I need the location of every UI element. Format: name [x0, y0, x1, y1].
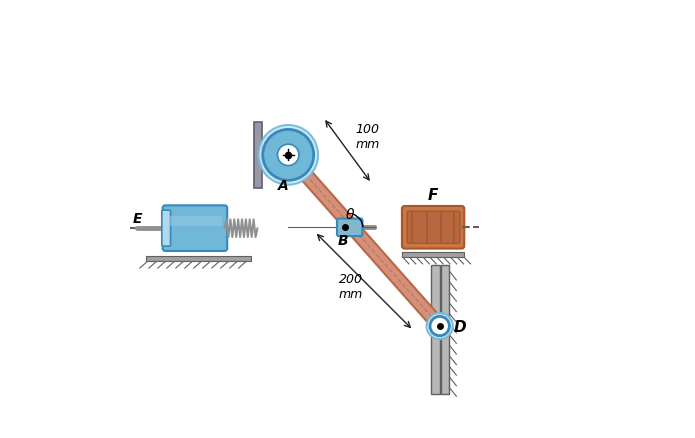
Text: D: D: [454, 319, 466, 334]
Text: E: E: [133, 212, 142, 226]
Text: 200
mm: 200 mm: [338, 273, 363, 300]
FancyBboxPatch shape: [407, 212, 460, 244]
Polygon shape: [284, 151, 445, 331]
Circle shape: [427, 313, 453, 339]
Text: 100
mm: 100 mm: [355, 123, 379, 151]
Text: θ: θ: [345, 207, 354, 221]
Circle shape: [277, 145, 299, 166]
Bar: [169, 216, 222, 226]
Bar: [145, 256, 251, 261]
Circle shape: [259, 126, 318, 185]
FancyBboxPatch shape: [402, 207, 464, 249]
Circle shape: [263, 130, 313, 181]
Bar: [254, 123, 262, 188]
Text: F: F: [428, 187, 439, 202]
Bar: [431, 265, 440, 394]
Text: B: B: [338, 233, 348, 247]
Bar: [402, 252, 464, 257]
FancyBboxPatch shape: [162, 211, 170, 247]
FancyBboxPatch shape: [163, 206, 227, 251]
Circle shape: [430, 317, 450, 336]
Bar: [441, 265, 450, 394]
Text: A: A: [277, 179, 288, 193]
FancyBboxPatch shape: [337, 219, 362, 237]
